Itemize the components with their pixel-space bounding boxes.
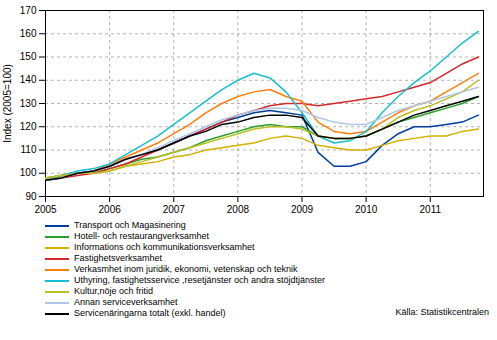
html-text:Verkasmhet inom juridik, ekono: Verkasmhet inom juridik, ekonomi, vetens…: [74, 264, 298, 274]
svg-text:150: 150: [20, 51, 37, 62]
svg-text:130: 130: [20, 98, 37, 109]
svg-text:2008: 2008: [227, 204, 250, 215]
html-text:Uthyring, fastighetsservice ,r: Uthyring, fastighetsservice ,resetjänste…: [74, 275, 326, 285]
html-text:Transport och Magasinering: Transport och Magasinering: [74, 220, 186, 230]
html-text:Fastighetsverksamhet: Fastighetsverksamhet: [74, 253, 162, 263]
svg-text:90: 90: [25, 191, 37, 202]
svg-text:2006: 2006: [99, 204, 122, 215]
html-text:Hotell- och restaurangverksamh: Hotell- och restaurangverksamhet: [74, 231, 210, 241]
svg-text:2007: 2007: [163, 204, 186, 215]
svg-text:2010: 2010: [355, 204, 378, 215]
svg-text:Index (2005=100): Index (2005=100): [2, 64, 13, 143]
html-text:Annan serviceverksamhet: Annan serviceverksamhet: [74, 297, 178, 307]
svg-text:140: 140: [20, 74, 37, 85]
svg-text:170: 170: [20, 5, 37, 16]
svg-text:120: 120: [20, 121, 37, 132]
svg-text:2011: 2011: [420, 204, 442, 215]
html-text:Servicenäringarna totalt (exkl: Servicenäringarna totalt (exkl. handel): [74, 308, 226, 318]
html-text:Källa: Statistikcentralen: Källa: Statistikcentralen: [395, 307, 489, 317]
html-text:Informations och kommunikation: Informations och kommunikationsverksamhe…: [74, 242, 255, 252]
svg-text:2009: 2009: [291, 204, 314, 215]
html-text:Kultur,nöje och fritid: Kultur,nöje och fritid: [74, 286, 153, 296]
svg-text:100: 100: [20, 167, 37, 178]
svg-text:160: 160: [20, 28, 37, 39]
svg-text:2005: 2005: [34, 204, 57, 215]
svg-text:110: 110: [21, 144, 37, 155]
